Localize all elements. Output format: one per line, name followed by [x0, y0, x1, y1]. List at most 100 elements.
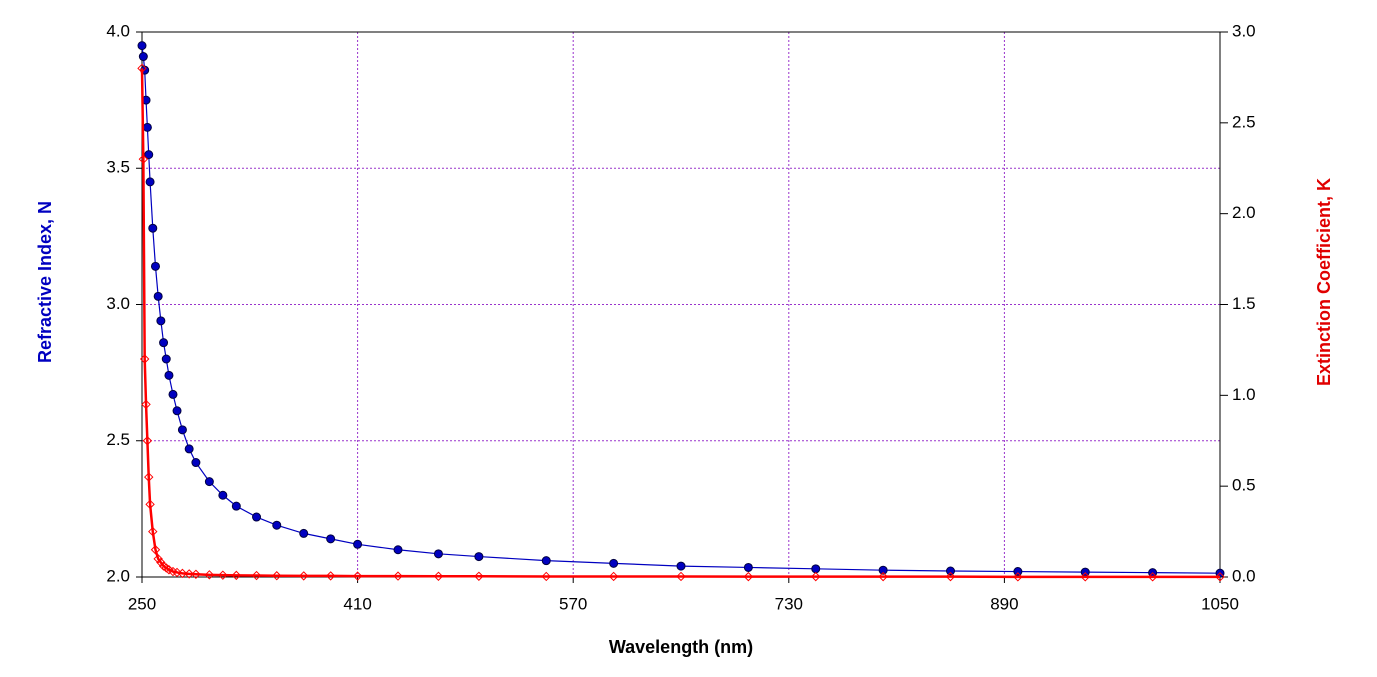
x-tick-label: 250	[128, 594, 156, 613]
y2-tick-label: 2.0	[1232, 203, 1256, 222]
marker	[325, 571, 336, 581]
marker	[156, 557, 166, 568]
y-tick-label: 4.0	[106, 21, 130, 40]
marker	[191, 458, 201, 468]
x-tick-label: 730	[775, 594, 803, 613]
marker	[204, 477, 214, 487]
marker	[218, 570, 228, 580]
x-tick-label: 410	[343, 594, 371, 613]
marker	[353, 539, 363, 549]
marker	[177, 568, 188, 579]
marker	[156, 316, 166, 326]
marker	[164, 370, 174, 380]
marker	[474, 552, 484, 562]
marker	[139, 354, 150, 364]
series-line	[140, 68, 1220, 579]
marker	[137, 63, 147, 74]
marker	[144, 472, 154, 482]
marker	[153, 291, 163, 301]
marker	[1215, 572, 1225, 582]
y2-axis-label: Extinction Coefficient, K	[1314, 178, 1334, 386]
marker	[158, 561, 169, 571]
marker	[150, 545, 161, 555]
x-tick-label: 570	[559, 594, 587, 613]
marker	[145, 177, 155, 187]
marker	[218, 490, 228, 500]
marker	[172, 406, 182, 416]
marker	[878, 565, 888, 575]
x-tick-label: 1050	[1201, 594, 1239, 613]
marker	[161, 563, 171, 573]
x-axis-label: Wavelength (nm)	[609, 637, 753, 657]
marker	[177, 425, 187, 435]
marker	[138, 154, 149, 164]
marker	[811, 571, 821, 582]
marker	[1147, 572, 1158, 582]
marker	[433, 571, 444, 581]
y2-tick-label: 1.5	[1232, 294, 1256, 313]
y-tick-label: 3.5	[106, 158, 130, 177]
marker	[142, 122, 152, 132]
marker	[159, 338, 169, 348]
marker	[148, 223, 158, 233]
marker	[161, 354, 171, 364]
marker	[148, 526, 158, 537]
marker	[676, 571, 686, 582]
marker	[142, 436, 153, 446]
marker	[541, 556, 551, 566]
y2-tick-label: 3.0	[1232, 21, 1256, 40]
marker	[138, 52, 148, 62]
series-line	[141, 45, 1221, 574]
marker	[191, 569, 201, 579]
marker	[145, 499, 155, 510]
marker	[326, 534, 336, 544]
marker	[184, 569, 194, 579]
x-tick-label: 890	[990, 594, 1018, 613]
marker	[474, 571, 484, 581]
marker	[352, 571, 363, 581]
marker	[204, 570, 215, 580]
marker	[252, 512, 262, 522]
y2-tick-label: 1.0	[1232, 385, 1256, 404]
marker	[150, 261, 160, 271]
marker	[743, 562, 753, 572]
marker	[393, 571, 403, 581]
marker	[945, 571, 956, 582]
marker	[946, 566, 955, 576]
marker	[231, 501, 241, 511]
marker	[153, 554, 163, 564]
marker	[609, 558, 619, 568]
y2-tick-label: 0.0	[1232, 566, 1256, 585]
marker	[1080, 572, 1090, 582]
marker	[743, 571, 754, 582]
marker	[393, 545, 403, 555]
y2-tick-label: 2.5	[1232, 112, 1256, 131]
marker	[811, 564, 821, 574]
y-axis-label: Refractive Index, N	[35, 201, 55, 363]
marker	[184, 444, 194, 454]
marker	[144, 150, 154, 160]
y-tick-label: 2.5	[106, 430, 130, 449]
marker	[231, 570, 242, 581]
marker	[433, 549, 443, 559]
marker	[1080, 567, 1090, 577]
marker	[298, 571, 309, 581]
marker	[608, 571, 619, 582]
marker	[137, 41, 147, 51]
marker	[272, 571, 282, 581]
marker	[272, 520, 282, 530]
marker	[541, 571, 551, 582]
marker	[141, 399, 151, 410]
y-tick-label: 2.0	[106, 566, 130, 585]
marker	[299, 528, 309, 538]
marker	[172, 567, 182, 578]
marker	[168, 389, 178, 399]
marker	[878, 571, 888, 582]
marker	[676, 561, 686, 571]
y-tick-label: 3.0	[106, 294, 130, 313]
marker	[1013, 567, 1023, 577]
marker	[251, 570, 262, 581]
y2-tick-label: 0.5	[1232, 476, 1256, 495]
marker	[1013, 572, 1023, 582]
